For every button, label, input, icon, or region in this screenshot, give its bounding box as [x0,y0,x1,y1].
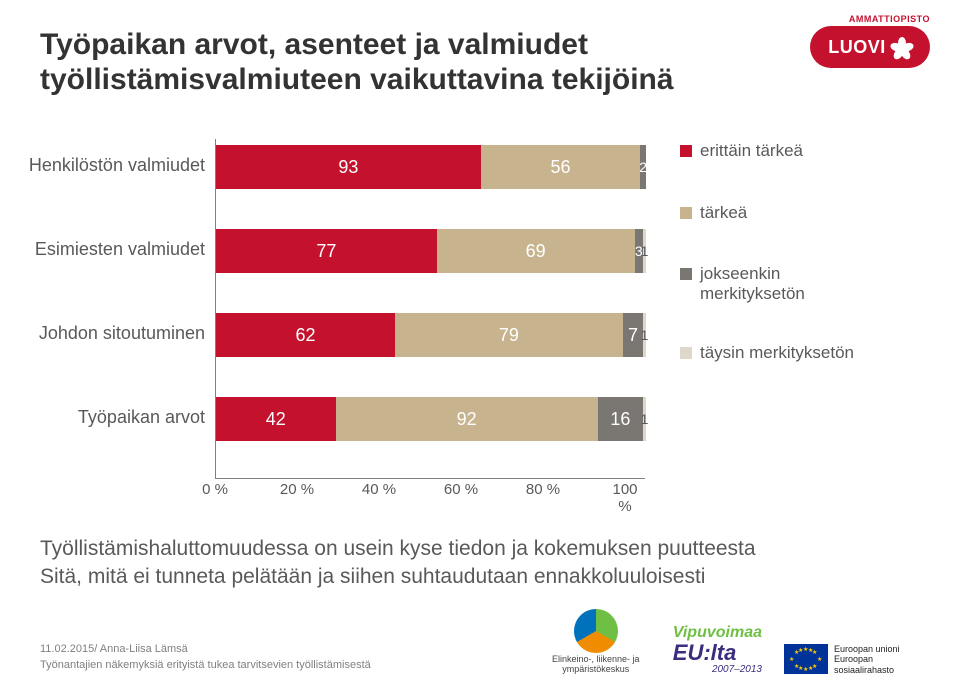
legend-item: täysin merkityksetön [680,343,860,363]
x-tick: 20 % [277,481,317,515]
category-label: Esimiesten valmiudet [0,240,205,260]
brand-logo: AMMATTIOPISTO LUOVI [810,14,930,84]
eu-logo: ★ ★ ★ ★ ★ ★ ★ ★ ★ ★ ★ ★ Euroopan unioni … [784,644,924,675]
legend-label: erittäin tärkeä [700,141,803,161]
bar-segment: 62 [216,313,395,357]
bar-segment: 1 [643,313,646,357]
ely-label: Elinkeino-, liikenne- ja ympäristökeskus [541,655,651,675]
legend-item: tärkeä [680,203,860,223]
legend-label: jokseenkin merkityksetön [700,264,860,303]
bar-row: 4292161 [216,397,646,441]
legend: erittäin tärkeä tärkeä jokseenkin merkityk… [680,141,860,405]
brand-logo-icon [892,37,912,57]
eu-text: Euroopan unioni Euroopan sosiaalirahasto [834,644,924,675]
ely-logo: Elinkeino-, liikenne- ja ympäristökeskus [541,609,651,675]
bar-segment: 69 [437,229,635,273]
bar-segment: 2 [640,145,646,189]
x-axis-ticks: 0 %20 %40 %60 %80 %100 % [215,481,645,515]
x-tick: 40 % [359,481,399,515]
bar-segment: 79 [395,313,623,357]
category-label: Työpaikan arvot [0,408,205,428]
footnote: Työllistämishaluttomuudessa on usein kys… [40,535,920,592]
bar-segment: 93 [216,145,481,189]
brand-logo-mark: LUOVI [810,26,930,68]
bar-segment: 77 [216,229,437,273]
vipu-years: 2007–2013 [712,665,762,676]
ely-icon [574,609,618,653]
brand-logo-tag: AMMATTIOPISTO [810,14,930,24]
category-label: Johdon sitoutuminen [0,324,205,344]
title-line-1: Työpaikan arvot, asenteet ja valmiudet [40,28,588,61]
bar-segment: 92 [336,397,598,441]
footer-meta: 11.02.2015/ Anna-Liisa Lämsä Työnantajie… [40,642,371,673]
footnote-line-1: Työllistämishaluttomuudessa on usein kys… [40,537,756,560]
slide-title: Työpaikan arvot, asenteet ja valmiudet t… [40,28,760,97]
footer-logos: Elinkeino-, liikenne- ja ympäristökeskus… [541,609,924,675]
slide: AMMATTIOPISTO LUOVI Työpaikan arvot, ase… [0,0,960,691]
plot-area: 935627769316279714292161 [215,139,645,479]
title-line-2: työllistämisvalmiuteen vaikuttavina teki… [40,63,674,96]
category-label: Henkilöstön valmiudet [0,156,205,176]
bar-segment: 1 [643,229,646,273]
legend-item: erittäin tärkeä [680,141,860,161]
legend-label: täysin merkityksetön [700,343,854,363]
footer-source: Työnantajien näkemyksiä erityistä tukea … [40,659,371,671]
bar-segment: 56 [481,145,640,189]
chart-plot: 935627769316279714292161 0 %20 %40 %60 %… [40,139,650,499]
brand-logo-text: LUOVI [828,37,886,58]
x-tick: 100 % [605,481,645,515]
vipuvoimaa-logo: Vipuvoimaa EU:lta 2007–2013 [673,625,762,675]
x-tick: 80 % [523,481,563,515]
chart: 935627769316279714292161 0 %20 %40 %60 %… [40,139,920,499]
x-tick: 0 % [195,481,235,515]
bar-row: 627971 [216,313,646,357]
bar-segment: 16 [598,397,644,441]
legend-swatch [680,347,692,359]
legend-label: tärkeä [700,203,747,223]
x-tick: 60 % [441,481,481,515]
vipu-bot: EU:lta [673,641,737,664]
bar-row: 93562 [216,145,646,189]
legend-item: jokseenkin merkityksetön [680,264,860,303]
bar-segment: 42 [216,397,336,441]
bar-row: 776931 [216,229,646,273]
eu-line-1: Euroopan unioni [834,644,924,654]
bar-segment: 1 [643,397,646,441]
eu-flag-icon: ★ ★ ★ ★ ★ ★ ★ ★ ★ ★ ★ ★ [784,644,828,674]
footnote-line-2: Sitä, mitä ei tunneta pelätään ja siihen… [40,565,705,588]
legend-swatch [680,268,692,280]
legend-swatch [680,207,692,219]
footer-date-author: 11.02.2015/ Anna-Liisa Lämsä [40,643,188,655]
legend-swatch [680,145,692,157]
eu-line-2: Euroopan sosiaalirahasto [834,654,924,675]
vipu-top: Vipuvoimaa [673,625,762,642]
